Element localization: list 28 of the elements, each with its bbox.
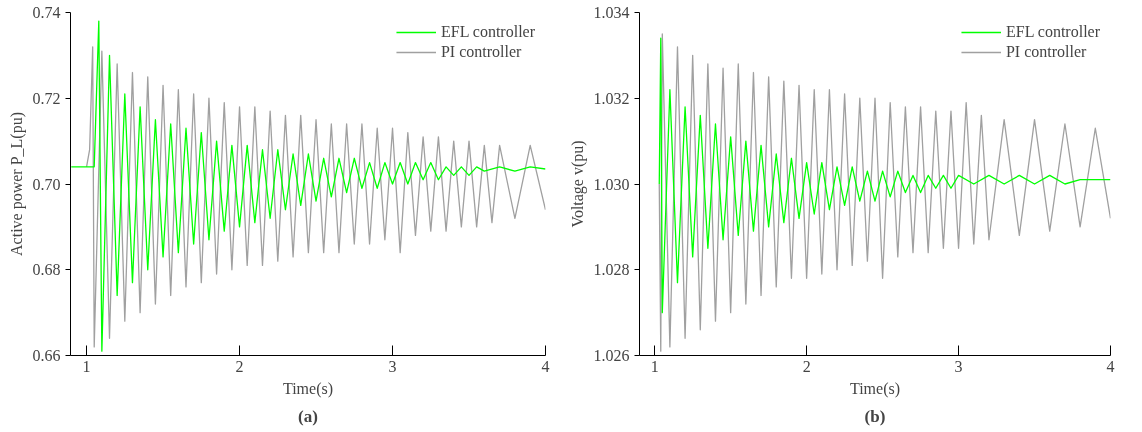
y-tick-label: 1.034 — [593, 4, 630, 21]
legend-label: PI controller — [1005, 43, 1087, 61]
x-axis-title: Time(s) — [282, 379, 334, 398]
y-tick-label: 0.70 — [32, 175, 61, 193]
y-tick-label: 0.66 — [32, 347, 61, 364]
y-tick-label: 1.026 — [593, 347, 630, 364]
y-tick-label: 1.028 — [593, 261, 630, 279]
y-axis-title: Active power P_L(pu) — [7, 112, 26, 256]
x-tick-label: 2 — [802, 357, 811, 375]
x-tick-label: 2 — [235, 357, 244, 375]
legend-label: EFL controller — [1005, 23, 1100, 41]
y-tick-label: 0.72 — [32, 89, 61, 107]
y-tick-label: 1.030 — [593, 175, 630, 193]
text: (b) — [864, 406, 886, 426]
y-tick-label: 0.68 — [32, 261, 61, 279]
x-axis-title: Time(s) — [849, 379, 901, 398]
text: (a) — [298, 406, 318, 426]
x-tick-label: 4 — [541, 357, 550, 375]
y-tick-label: 0.74 — [32, 4, 61, 21]
x-tick-label: 1 — [650, 357, 659, 375]
x-tick-label: 1 — [82, 357, 91, 375]
y-tick-label: 1.032 — [593, 89, 630, 107]
x-tick-label: 3 — [388, 357, 397, 375]
x-tick-label: 4 — [1106, 357, 1115, 375]
legend-label: PI controller — [440, 43, 522, 61]
y-axis-title: Voltage v(pu) — [568, 140, 587, 228]
x-tick-label: 3 — [954, 357, 963, 375]
legend-label: EFL controller — [440, 23, 535, 41]
